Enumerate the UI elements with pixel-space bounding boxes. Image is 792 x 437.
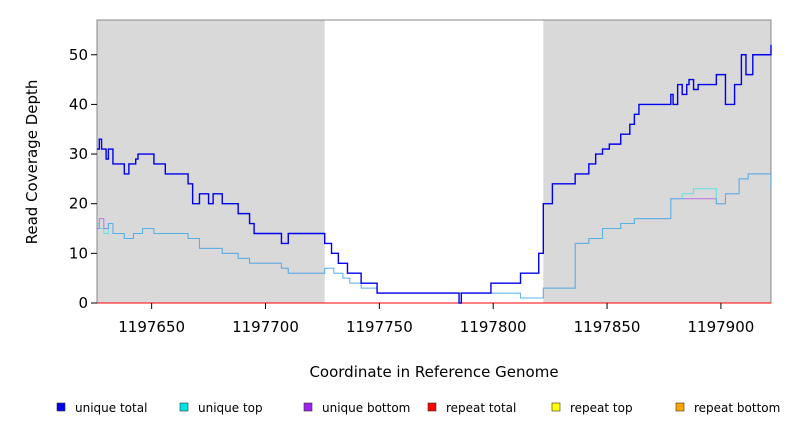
- x-tick-label: 1197900: [687, 318, 754, 336]
- x-tick-label: 1197800: [460, 318, 527, 336]
- legend-swatch-unique-bottom: [303, 402, 313, 412]
- legend-swatch-repeat-bottom: [675, 402, 685, 412]
- legend-label: repeat top: [570, 401, 633, 415]
- legend-swatch-unique-top: [179, 402, 189, 412]
- x-tick-label: 1197700: [232, 318, 299, 336]
- y-tick-label: 30: [69, 145, 88, 163]
- legend: unique total unique top unique bottom repea…: [56, 401, 780, 415]
- y-tick-label: 0: [78, 294, 88, 312]
- y-tick-label: 20: [69, 195, 88, 213]
- legend-label: unique top: [198, 401, 263, 415]
- series-line-unique-top: [97, 173, 772, 299]
- x-tick-label: 1197750: [346, 318, 413, 336]
- legend-swatch-unique-total: [56, 402, 66, 412]
- legend-swatch-repeat-top: [551, 402, 561, 412]
- y-axis-label: Read Coverage Depth: [23, 80, 41, 245]
- x-tick-label: 1197650: [118, 318, 185, 336]
- y-tick-label: 40: [69, 95, 88, 113]
- legend-swatch-repeat-total: [427, 402, 437, 412]
- x-tick-label: 1197850: [574, 318, 641, 336]
- series-line-unique-total: [97, 44, 772, 304]
- shaded-regions: [97, 20, 771, 303]
- axes: 1197650 1197700 1197750 1197800 1197850 11979…: [69, 46, 754, 336]
- series-lines: [97, 44, 772, 304]
- shaded-region-1: [97, 20, 325, 303]
- legend-label: unique total: [75, 401, 147, 415]
- shaded-region-2: [543, 20, 771, 303]
- legend-label: repeat total: [446, 401, 516, 415]
- legend-label: unique bottom: [322, 401, 410, 415]
- y-tick-label: 50: [69, 46, 88, 64]
- x-axis-label: Coordinate in Reference Genome: [309, 363, 558, 381]
- legend-label: repeat bottom: [694, 401, 780, 415]
- y-tick-label: 10: [69, 244, 88, 262]
